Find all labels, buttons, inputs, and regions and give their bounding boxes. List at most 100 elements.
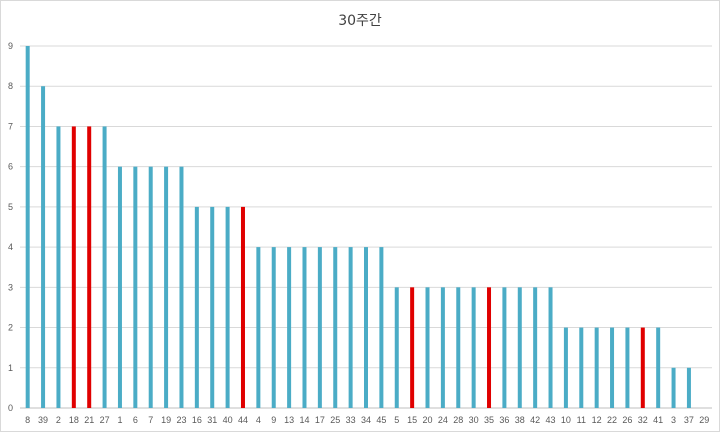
bar-20 bbox=[425, 287, 430, 408]
bar-11 bbox=[579, 327, 584, 408]
bar-31 bbox=[210, 206, 215, 408]
x-tick-label: 14 bbox=[299, 415, 309, 425]
bar-39 bbox=[41, 86, 46, 408]
x-tick-label: 34 bbox=[361, 415, 371, 425]
bar-1 bbox=[117, 166, 122, 408]
x-tick-label: 29 bbox=[699, 415, 709, 425]
x-tick-label: 1 bbox=[117, 415, 122, 425]
x-tick-label: 32 bbox=[638, 415, 648, 425]
x-tick-label: 15 bbox=[407, 415, 417, 425]
x-tick-label: 18 bbox=[69, 415, 79, 425]
bar-22 bbox=[610, 327, 615, 408]
bar-33 bbox=[348, 247, 353, 408]
y-tick-label: 3 bbox=[8, 282, 13, 292]
x-tick-label: 3 bbox=[671, 415, 676, 425]
x-tick-label: 42 bbox=[530, 415, 540, 425]
x-tick-label: 40 bbox=[223, 415, 233, 425]
y-axis-tick-labels: 0 1 2 3 4 5 6 7 8 9 bbox=[8, 41, 13, 413]
bar-28 bbox=[456, 287, 461, 408]
x-tick-label: 9 bbox=[271, 415, 276, 425]
bar-26 bbox=[625, 327, 630, 408]
bar-32 bbox=[640, 327, 645, 408]
x-axis-tick-labels: 8 39 2 18 21 27 1 6 7 19 23 16 31 40 44 4 9 13 14 17 25 33 34 4… bbox=[25, 415, 709, 425]
x-tick-label: 37 bbox=[684, 415, 694, 425]
x-tick-label: 23 bbox=[176, 415, 186, 425]
x-tick-label: 26 bbox=[622, 415, 632, 425]
bar-21 bbox=[87, 126, 92, 408]
bar-8 bbox=[25, 46, 30, 408]
x-tick-label: 2 bbox=[56, 415, 61, 425]
bar-10 bbox=[563, 327, 568, 408]
bar-4 bbox=[256, 247, 261, 408]
x-tick-label: 28 bbox=[453, 415, 463, 425]
bar-43 bbox=[548, 287, 553, 408]
bar-40 bbox=[225, 206, 230, 408]
y-tick-label: 2 bbox=[8, 323, 13, 333]
x-tick-label: 21 bbox=[84, 415, 94, 425]
bar-44 bbox=[240, 206, 245, 408]
x-tick-label: 20 bbox=[423, 415, 433, 425]
bar-17 bbox=[317, 247, 322, 408]
x-tick-label: 38 bbox=[515, 415, 525, 425]
y-tick-label: 8 bbox=[8, 81, 13, 91]
x-tick-label: 45 bbox=[376, 415, 386, 425]
bar-27 bbox=[102, 126, 107, 408]
x-tick-label: 33 bbox=[346, 415, 356, 425]
x-tick-label: 35 bbox=[484, 415, 494, 425]
bar-6 bbox=[133, 166, 138, 408]
x-tick-label: 31 bbox=[207, 415, 217, 425]
y-tick-label: 1 bbox=[8, 363, 13, 373]
bar-24 bbox=[440, 287, 445, 408]
bar-15 bbox=[410, 287, 415, 408]
bar-38 bbox=[517, 287, 522, 408]
x-tick-label: 17 bbox=[315, 415, 325, 425]
bar-30 bbox=[471, 287, 476, 408]
x-tick-label: 12 bbox=[592, 415, 602, 425]
y-tick-label: 4 bbox=[8, 242, 13, 252]
y-tick-label: 9 bbox=[8, 41, 13, 51]
x-tick-label: 11 bbox=[577, 415, 586, 425]
bar-9 bbox=[271, 247, 276, 408]
bar-19 bbox=[164, 166, 169, 408]
y-tick-label: 6 bbox=[8, 162, 13, 172]
x-tick-label: 19 bbox=[161, 415, 171, 425]
y-tick-label: 5 bbox=[8, 202, 13, 212]
bar-2 bbox=[56, 126, 61, 408]
bar-13 bbox=[287, 247, 292, 408]
bar-45 bbox=[379, 247, 384, 408]
bar-41 bbox=[656, 327, 661, 408]
x-tick-label: 24 bbox=[438, 415, 448, 425]
x-tick-label: 10 bbox=[561, 415, 571, 425]
y-tick-label: 0 bbox=[8, 403, 13, 413]
x-tick-label: 4 bbox=[256, 415, 261, 425]
x-tick-label: 36 bbox=[499, 415, 509, 425]
bar-16 bbox=[194, 206, 199, 408]
bar-5 bbox=[394, 287, 399, 408]
x-tick-label: 43 bbox=[546, 415, 556, 425]
x-tick-label: 41 bbox=[653, 415, 663, 425]
x-tick-label: 39 bbox=[38, 415, 48, 425]
x-tick-label: 22 bbox=[607, 415, 617, 425]
bar-35 bbox=[487, 287, 492, 408]
bars bbox=[25, 46, 691, 408]
x-tick-label: 5 bbox=[394, 415, 399, 425]
bar-36 bbox=[502, 287, 507, 408]
x-tick-label: 30 bbox=[469, 415, 479, 425]
bar-25 bbox=[333, 247, 338, 408]
x-tick-label: 44 bbox=[238, 415, 248, 425]
x-tick-label: 13 bbox=[284, 415, 294, 425]
bar-37 bbox=[686, 367, 691, 408]
x-tick-label: 7 bbox=[148, 415, 153, 425]
x-tick-label: 27 bbox=[100, 415, 110, 425]
bar-42 bbox=[533, 287, 538, 408]
bar-23 bbox=[179, 166, 184, 408]
bar-3 bbox=[671, 367, 676, 408]
bar-12 bbox=[594, 327, 599, 408]
bar-34 bbox=[364, 247, 368, 408]
bar-18 bbox=[71, 126, 76, 408]
x-tick-label: 25 bbox=[330, 415, 340, 425]
bar-7 bbox=[148, 166, 153, 408]
x-tick-label: 16 bbox=[192, 415, 202, 425]
